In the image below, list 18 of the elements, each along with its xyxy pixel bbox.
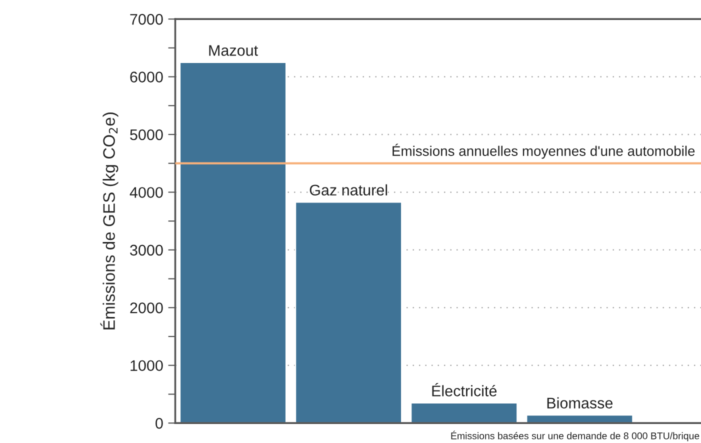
y-tick-label: 6000 xyxy=(130,72,163,82)
x-tick-label: Gaz naturel xyxy=(310,184,388,196)
y-tick-label: 3000 xyxy=(130,244,163,256)
x-tick-label: Mazout xyxy=(209,45,258,56)
y-tick-label: 0 xyxy=(156,418,163,429)
x-tick-label: Biomasse xyxy=(547,397,613,408)
y-tick-label: 4000 xyxy=(130,187,163,198)
y-tick-label: 5000 xyxy=(130,129,163,140)
y-tick-label: 1000 xyxy=(130,360,163,372)
text: Émissions basées sur une demande de 8 000 BTU/brique xyxy=(451,430,700,442)
x-tick-label: Électricité xyxy=(432,382,497,396)
bar xyxy=(179,62,287,424)
bar xyxy=(410,402,518,424)
bar xyxy=(294,201,402,424)
ref-line-label: Émissions annuelles moyennes d'une automobile xyxy=(392,144,695,159)
y-tick-label: 7000 xyxy=(130,14,163,25)
y-axis-title: Émissions de GES (kg CO$_{2}$e) xyxy=(100,112,118,330)
y-tick-label: 2000 xyxy=(130,302,163,314)
